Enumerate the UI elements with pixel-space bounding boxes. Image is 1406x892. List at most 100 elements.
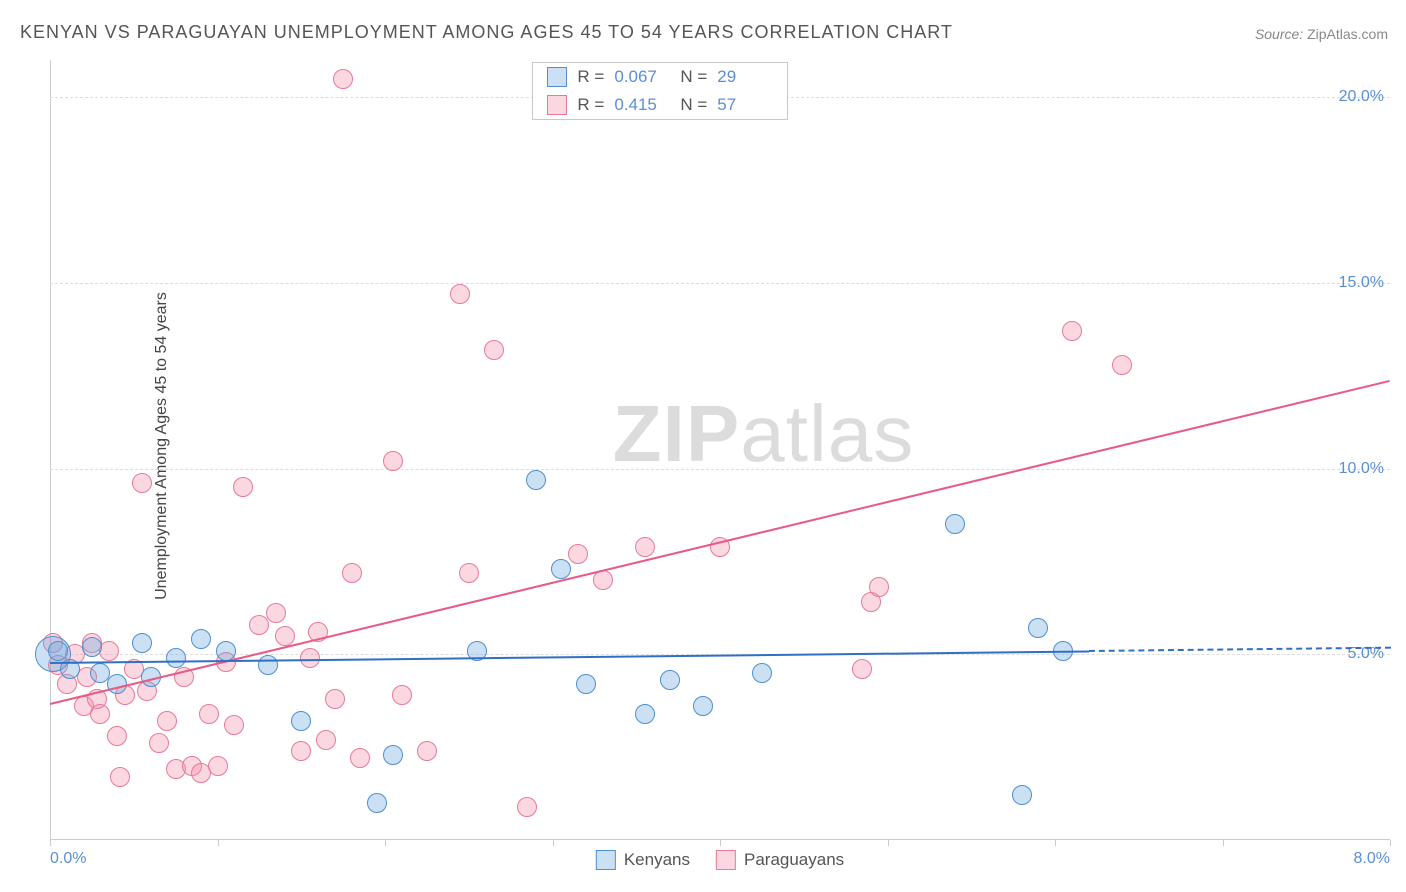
kenyans-point: [48, 641, 68, 661]
paraguayans-point: [417, 741, 437, 761]
r-label: R =: [577, 67, 604, 87]
x-tick: [50, 840, 51, 846]
y-axis-line: [50, 60, 51, 840]
y-tick-label: 20.0%: [1339, 88, 1384, 106]
paraguayans-point: [635, 537, 655, 557]
kenyans-point: [166, 648, 186, 668]
watermark-bold: ZIP: [613, 389, 740, 478]
kenyans-point: [1028, 618, 1048, 638]
stats-legend-row: R = 0.067 N = 29: [533, 63, 787, 91]
watermark: ZIPatlas: [613, 388, 914, 480]
paraguayans-point: [342, 563, 362, 583]
paraguayans-point: [149, 733, 169, 753]
paraguayans-point: [450, 284, 470, 304]
stats-legend: R = 0.067 N = 29 R = 0.415 N = 57: [532, 62, 788, 120]
paraguayans-point: [1062, 321, 1082, 341]
x-tick: [553, 840, 554, 846]
kenyans-point: [1012, 785, 1032, 805]
paraguayans-point: [300, 648, 320, 668]
x-tick: [720, 840, 721, 846]
paraguayans-point: [484, 340, 504, 360]
paraguayans-point: [99, 641, 119, 661]
paraguayans-point: [517, 797, 537, 817]
paraguayans-point: [90, 704, 110, 724]
kenyans-point: [258, 655, 278, 675]
paraguayans-point: [266, 603, 286, 623]
y-tick-label: 10.0%: [1339, 460, 1384, 478]
paraguayans-point: [852, 659, 872, 679]
kenyans-point: [191, 629, 211, 649]
n-value: 57: [717, 95, 773, 115]
paraguayans-point: [110, 767, 130, 787]
series-legend-item: Paraguayans: [716, 850, 844, 870]
paraguayans-point: [869, 577, 889, 597]
gridline: [50, 469, 1390, 470]
kenyans-point: [693, 696, 713, 716]
paraguayans-point: [383, 451, 403, 471]
kenyans-point: [635, 704, 655, 724]
legend-swatch: [547, 67, 567, 87]
x-tick: [1223, 840, 1224, 846]
paraguayans-point: [568, 544, 588, 564]
paraguayans-point: [107, 726, 127, 746]
kenyans-point: [367, 793, 387, 813]
paraguayans-point: [333, 69, 353, 89]
paraguayans-point: [316, 730, 336, 750]
r-value: 0.415: [614, 95, 670, 115]
paraguayans-point: [325, 689, 345, 709]
paraguayans-point: [392, 685, 412, 705]
stats-legend-row: R = 0.415 N = 57: [533, 91, 787, 119]
paraguayans-point: [1112, 355, 1132, 375]
paraguayans-point: [350, 748, 370, 768]
kenyans-point: [291, 711, 311, 731]
x-tick: [385, 840, 386, 846]
x-tick: [888, 840, 889, 846]
x-tick: [1390, 840, 1391, 846]
series-label: Kenyans: [624, 850, 690, 870]
x-tick: [218, 840, 219, 846]
kenyans-point: [752, 663, 772, 683]
paraguayans-point: [208, 756, 228, 776]
series-legend: Kenyans Paraguayans: [596, 850, 844, 870]
gridline: [50, 283, 1390, 284]
chart-title: KENYAN VS PARAGUAYAN UNEMPLOYMENT AMONG …: [20, 22, 953, 43]
source-value: ZipAtlas.com: [1307, 26, 1388, 42]
trend-line: [1088, 647, 1390, 652]
scatter-chart: ZIPatlas 5.0%10.0%15.0%20.0%0.0%8.0%R =0…: [50, 60, 1390, 840]
n-value: 29: [717, 67, 773, 87]
kenyans-point: [216, 641, 236, 661]
x-tick: [1055, 840, 1056, 846]
kenyans-point: [82, 637, 102, 657]
paraguayans-point: [291, 741, 311, 761]
kenyans-point: [526, 470, 546, 490]
paraguayans-point: [199, 704, 219, 724]
paraguayans-point: [132, 473, 152, 493]
paraguayans-point: [233, 477, 253, 497]
legend-swatch: [716, 850, 736, 870]
source-attribution: Source: ZipAtlas.com: [1255, 26, 1388, 42]
kenyans-point: [945, 514, 965, 534]
n-label: N =: [680, 95, 707, 115]
kenyans-point: [551, 559, 571, 579]
paraguayans-point: [224, 715, 244, 735]
r-value: 0.067: [614, 67, 670, 87]
kenyans-point: [660, 670, 680, 690]
paraguayans-point: [459, 563, 479, 583]
watermark-light: atlas: [740, 389, 914, 478]
source-label: Source:: [1255, 26, 1303, 42]
series-label: Paraguayans: [744, 850, 844, 870]
kenyans-point: [132, 633, 152, 653]
trend-line: [50, 650, 1089, 664]
legend-swatch: [596, 850, 616, 870]
n-label: N =: [680, 67, 707, 87]
series-legend-item: Kenyans: [596, 850, 690, 870]
x-tick-label: 0.0%: [50, 850, 86, 868]
kenyans-point: [576, 674, 596, 694]
legend-swatch: [547, 95, 567, 115]
r-label: R =: [577, 95, 604, 115]
y-tick-label: 15.0%: [1339, 274, 1384, 292]
paraguayans-point: [275, 626, 295, 646]
paraguayans-point: [157, 711, 177, 731]
x-tick-label: 8.0%: [1354, 850, 1390, 868]
kenyans-point: [383, 745, 403, 765]
